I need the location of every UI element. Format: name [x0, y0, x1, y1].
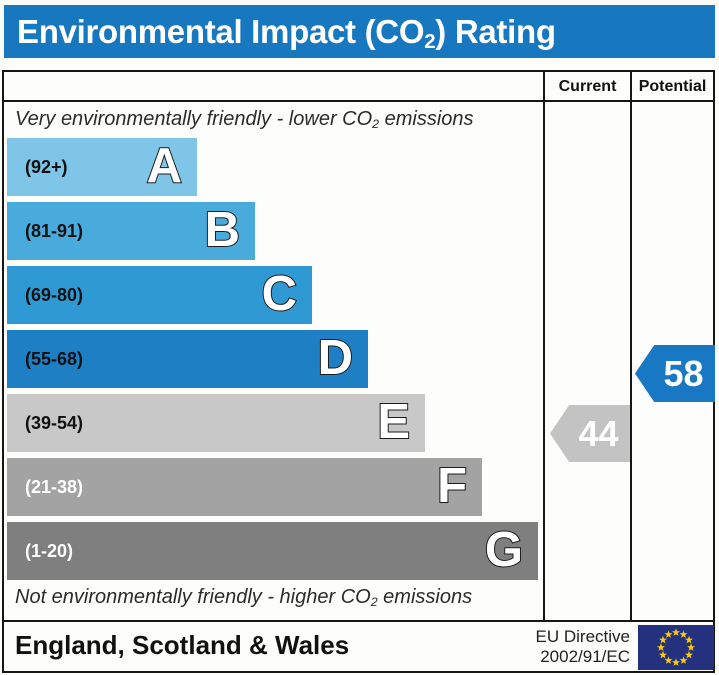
bottom-annotation-subscript: 2: [370, 595, 378, 610]
band-letter: B: [204, 202, 241, 258]
column-header-current: Current: [558, 78, 617, 95]
bottom-annotation: Not environmentally friendly - higher CO…: [15, 586, 472, 609]
band-range-label: (81-91): [25, 221, 84, 241]
band-range-label: (39-54): [25, 413, 84, 433]
band-range-label: (69-80): [25, 285, 84, 305]
band-letter: F: [436, 458, 468, 514]
top-annotation-pre: Very environmentally friendly - lower CO: [15, 108, 373, 130]
bottom-annotation-post: emissions: [377, 586, 473, 608]
eu-directive-line2: 2002/91/EC: [540, 647, 630, 666]
title-subscript: 2: [424, 30, 436, 54]
header-divider: [4, 100, 713, 102]
top-annotation-subscript: 2: [372, 117, 380, 132]
title-text-pre: Environmental Impact (CO: [17, 13, 425, 50]
band-range-label: (55-68): [25, 349, 84, 369]
top-annotation-post: emissions: [379, 108, 474, 130]
band-letter: C: [261, 266, 298, 322]
column-divider-potential: [630, 72, 632, 622]
band-row-b: (81-91) B: [7, 202, 255, 260]
band-letter: E: [376, 394, 411, 450]
page-title: Environmental Impact (CO2) Rating: [4, 5, 715, 58]
eu-flag-icon: [638, 625, 714, 670]
band-range-label: (92+): [25, 157, 68, 177]
band-letter: A: [146, 138, 183, 194]
band-row-a: (92+) A: [7, 138, 197, 196]
title-text-post: ) Rating: [435, 13, 556, 50]
potential-rating-marker: 58: [635, 345, 715, 402]
band-row-f: (21-38) F: [7, 458, 482, 516]
band-row-d: (55-68) D: [7, 330, 368, 388]
band-row-g: (1-20) G: [7, 522, 538, 580]
band-row-c: (69-80) C: [7, 266, 312, 324]
band-row-e: (39-54) E: [7, 394, 425, 452]
top-annotation: Very environmentally friendly - lower CO…: [15, 108, 474, 131]
footer-divider: [4, 620, 713, 622]
band-range-label: (1-20): [25, 541, 74, 561]
eu-directive-label: EU Directive 2002/91/EC: [434, 627, 630, 667]
band-letter: G: [484, 522, 524, 578]
column-header-potential: Potential: [638, 78, 707, 95]
rating-table: Current Potential Very environmentally f…: [2, 70, 715, 673]
eu-directive-line1: EU Directive: [535, 627, 630, 646]
current-rating-marker: 44: [550, 405, 630, 462]
column-divider-current: [543, 72, 545, 622]
bottom-annotation-pre: Not environmentally friendly - higher CO: [15, 586, 371, 608]
footer-region-label: England, Scotland & Wales: [15, 630, 350, 660]
band-letter: D: [317, 330, 354, 386]
band-range-label: (21-38): [25, 477, 84, 497]
